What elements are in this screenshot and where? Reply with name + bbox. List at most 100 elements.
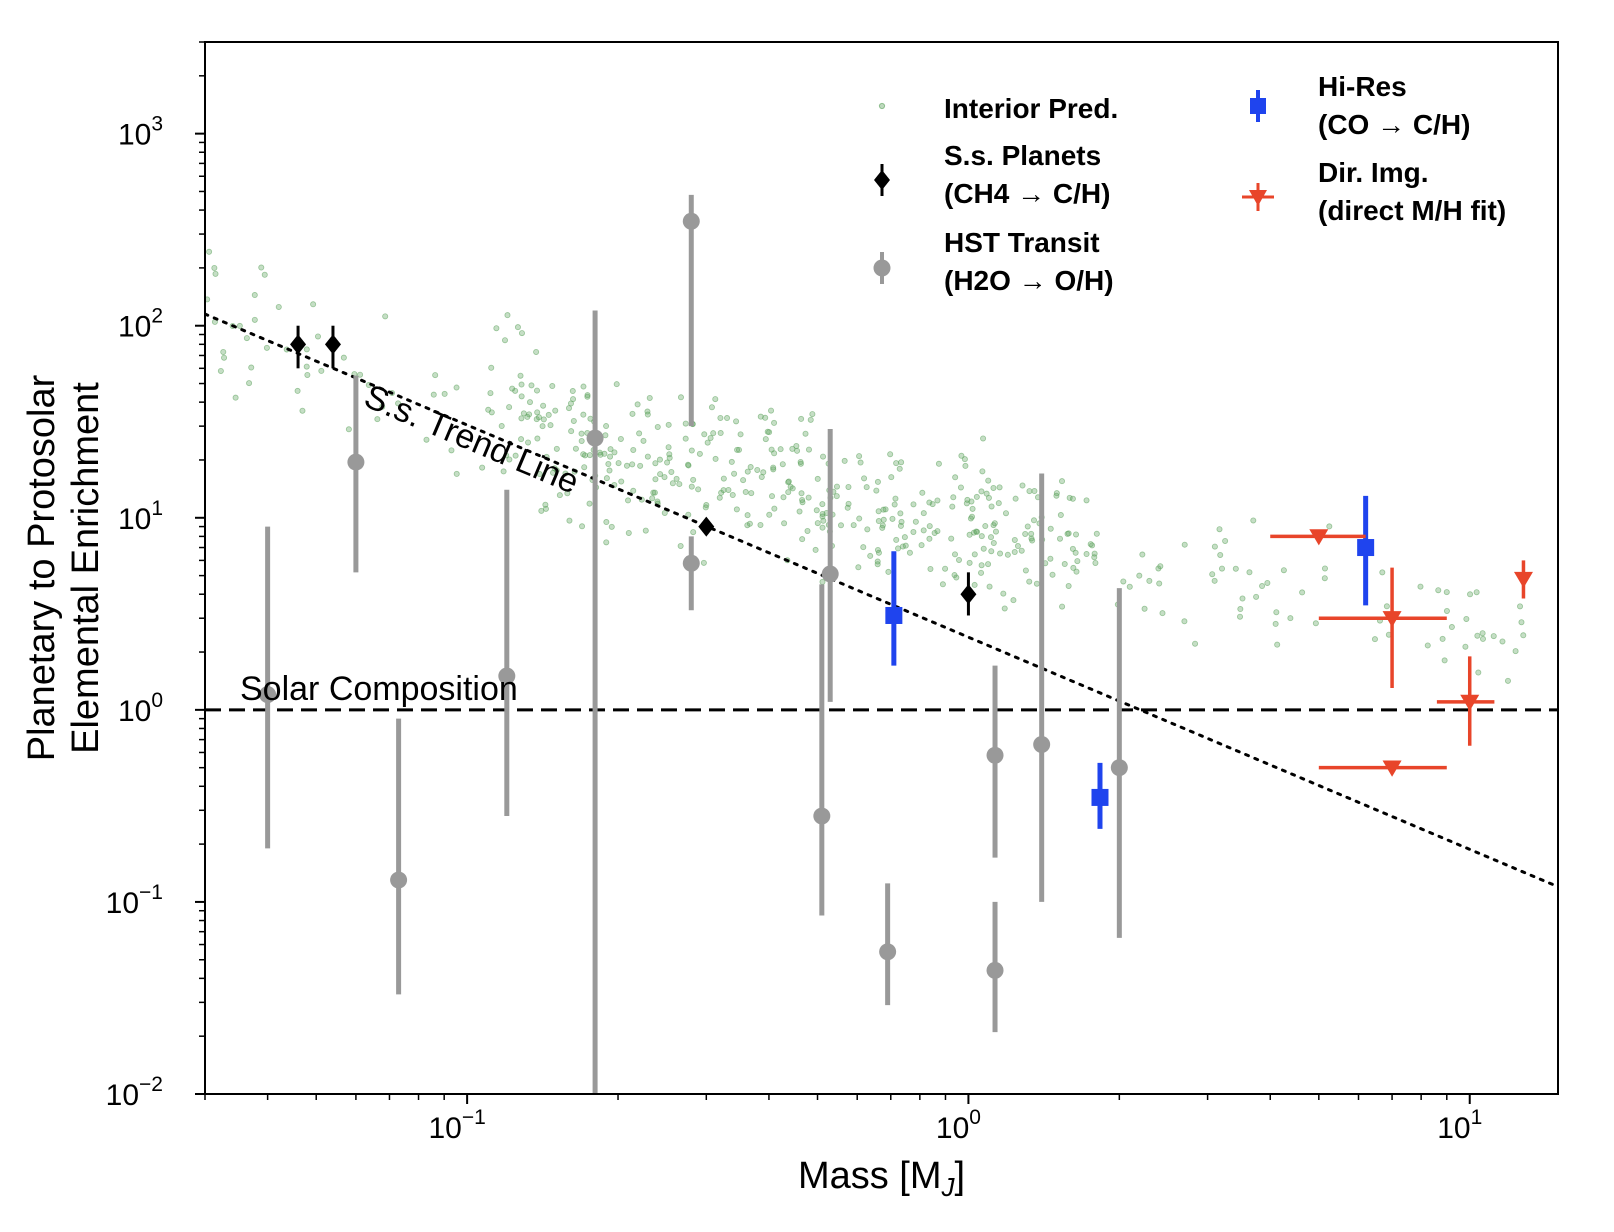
interior-pred-point bbox=[603, 423, 610, 430]
hst-transit-point bbox=[821, 565, 839, 583]
interior-pred-point bbox=[820, 453, 827, 460]
interior-pred-point bbox=[906, 549, 913, 556]
interior-pred-point bbox=[603, 519, 610, 526]
interior-pred-point bbox=[1259, 583, 1266, 590]
interior-pred-point bbox=[673, 475, 680, 482]
interior-pred-point bbox=[637, 462, 644, 469]
interior-pred-point bbox=[785, 479, 792, 486]
interior-pred-point bbox=[1002, 510, 1009, 517]
dir-img-point bbox=[1460, 694, 1480, 711]
interior-pred-point bbox=[889, 515, 896, 522]
interior-pred-point bbox=[1159, 610, 1166, 617]
interior-pred-point bbox=[700, 559, 707, 566]
interior-pred-point bbox=[1026, 578, 1033, 585]
interior-pred-point bbox=[611, 449, 618, 456]
interior-pred-point bbox=[1239, 595, 1246, 602]
interior-pred-point bbox=[771, 505, 778, 512]
y-tick-base: 10 bbox=[118, 695, 151, 728]
y-tick-label: 101 bbox=[118, 497, 163, 536]
interior-pred-point bbox=[771, 419, 778, 426]
interior-pred-point bbox=[685, 511, 692, 518]
interior-pred-point bbox=[1146, 577, 1153, 584]
interior-pred-point bbox=[520, 410, 527, 417]
interior-pred-point bbox=[985, 477, 992, 484]
interior-pred-point bbox=[251, 316, 258, 323]
interior-pred-point bbox=[220, 348, 227, 355]
interior-pred-point bbox=[1321, 575, 1328, 582]
interior-pred-point bbox=[733, 418, 740, 425]
interior-pred-point bbox=[690, 476, 697, 483]
interior-pred-point bbox=[696, 450, 703, 457]
interior-pred-point bbox=[1139, 551, 1146, 558]
interior-pred-point bbox=[664, 459, 671, 466]
interior-pred-point bbox=[526, 411, 533, 418]
interior-pred-point bbox=[1490, 633, 1497, 640]
interior-pred-point bbox=[656, 456, 663, 463]
y-axis-label-line2: Elemental Enrichment bbox=[65, 382, 107, 754]
interior-pred-point bbox=[488, 364, 495, 371]
interior-pred-point bbox=[453, 384, 460, 391]
interior-pred-point bbox=[303, 346, 310, 353]
interior-pred-point bbox=[1024, 523, 1031, 530]
interior-pred-point bbox=[1473, 589, 1480, 596]
interior-pred-point bbox=[920, 527, 927, 534]
interior-pred-point bbox=[957, 484, 964, 491]
interior-pred-point bbox=[1209, 571, 1216, 578]
interior-pred-point bbox=[518, 330, 525, 337]
x-tick-label: 101 bbox=[1437, 1106, 1482, 1145]
interior-pred-point bbox=[1028, 535, 1035, 542]
legend-marker-hires bbox=[1250, 98, 1266, 114]
interior-pred-point bbox=[746, 520, 753, 527]
interior-pred-point bbox=[547, 422, 554, 429]
interior-pred-point bbox=[988, 503, 995, 510]
interior-pred-point bbox=[211, 264, 218, 271]
interior-pred-point bbox=[1181, 618, 1188, 625]
interior-pred-point bbox=[919, 489, 926, 496]
interior-pred-point bbox=[676, 481, 683, 488]
interior-pred-point bbox=[770, 466, 777, 473]
dir-img-point bbox=[1382, 611, 1402, 628]
interior-pred-point bbox=[503, 452, 510, 459]
interior-pred-point bbox=[980, 545, 987, 552]
interior-pred-point bbox=[760, 469, 767, 476]
interior-pred-point bbox=[644, 411, 651, 418]
interior-pred-point bbox=[528, 382, 535, 389]
interior-pred-point bbox=[565, 405, 572, 412]
y-tick-label: 102 bbox=[118, 305, 163, 344]
ss-planet-point bbox=[698, 516, 715, 537]
interior-pred-point bbox=[754, 466, 761, 473]
interior-pred-point bbox=[1512, 648, 1519, 655]
interior-pred-point bbox=[642, 527, 649, 534]
interior-pred-point bbox=[654, 423, 661, 430]
interior-pred-point bbox=[964, 496, 971, 503]
interior-pred-point bbox=[971, 581, 978, 588]
x-tick-exponent: −1 bbox=[462, 1106, 486, 1129]
interior-pred-point bbox=[762, 414, 769, 421]
interior-pred-point bbox=[850, 522, 857, 529]
interior-pred-point bbox=[665, 421, 672, 428]
interior-pred-point bbox=[1014, 543, 1021, 550]
interior-pred-point bbox=[864, 526, 871, 533]
interior-pred-point bbox=[819, 513, 826, 520]
interior-pred-point bbox=[951, 572, 958, 579]
interior-pred-point bbox=[1232, 565, 1239, 572]
x-tick-label: 100 bbox=[936, 1106, 981, 1145]
solar-composition-label: Solar Composition bbox=[240, 670, 518, 708]
dir-img-point bbox=[1382, 760, 1402, 777]
hires-point bbox=[1357, 539, 1375, 557]
interior-pred-point bbox=[855, 564, 862, 571]
interior-pred-point bbox=[845, 483, 852, 490]
hst-transit-point bbox=[347, 453, 365, 471]
interior-pred-point bbox=[615, 460, 622, 467]
interior-pred-point bbox=[695, 486, 702, 493]
interior-pred-point bbox=[1499, 638, 1506, 645]
interior-pred-point bbox=[545, 411, 552, 418]
ss-planet-point bbox=[960, 584, 977, 605]
interior-pred-point bbox=[966, 531, 973, 538]
interior-pred-point bbox=[798, 490, 805, 497]
y-tick-exponent: −2 bbox=[139, 1073, 163, 1096]
interior-pred-point bbox=[833, 493, 840, 500]
interior-pred-point bbox=[623, 462, 630, 469]
interior-pred-point bbox=[1047, 525, 1054, 532]
interior-pred-point bbox=[1439, 635, 1446, 642]
